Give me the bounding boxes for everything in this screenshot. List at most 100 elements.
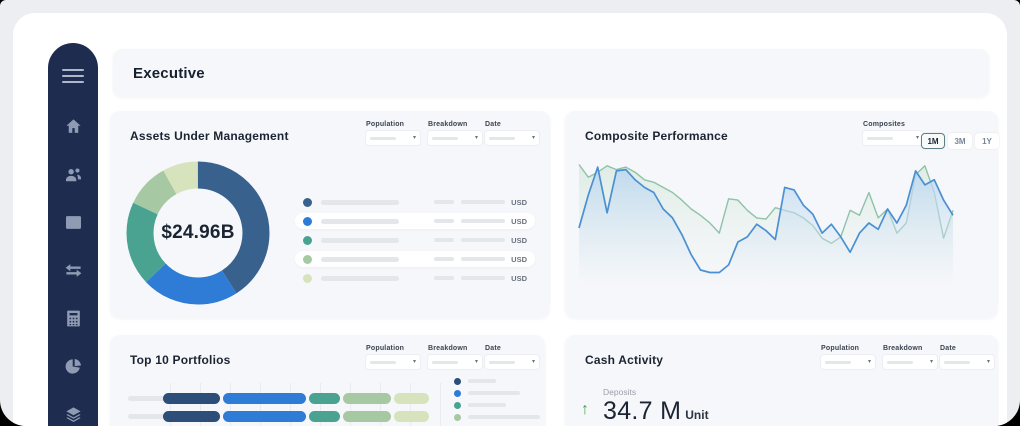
performance-chart-icon[interactable] xyxy=(63,213,83,233)
top10-bar-chart xyxy=(110,379,545,426)
breakdown-select[interactable]: ▾ xyxy=(428,131,482,145)
population-select[interactable]: ▾ xyxy=(821,355,875,369)
filter-population: Population ▾ xyxy=(821,345,875,369)
population-select[interactable]: ▾ xyxy=(366,355,420,369)
aum-legend-row[interactable]: USD xyxy=(295,270,535,286)
breakdown-select[interactable]: ▾ xyxy=(883,355,937,369)
date-select[interactable]: ▾ xyxy=(940,355,994,369)
select-placeholder xyxy=(867,136,893,140)
calculator-icon[interactable] xyxy=(63,309,83,329)
legend-value-skeleton xyxy=(434,200,454,204)
filter-breakdown: Breakdown ▾ xyxy=(883,345,937,369)
header-bar: Executive xyxy=(113,49,989,97)
holdings-layers-icon[interactable] xyxy=(63,405,83,425)
portfolio-label-skeleton xyxy=(128,396,168,401)
chevron-down-icon: ▾ xyxy=(929,359,933,365)
currency-label: USD xyxy=(511,216,527,226)
aum-legend-row[interactable]: USD xyxy=(295,251,535,267)
range-button-3m[interactable]: 3M xyxy=(948,133,972,149)
date-select[interactable]: ▾ xyxy=(485,131,539,145)
select-placeholder xyxy=(489,136,515,140)
legend-dot xyxy=(454,401,461,409)
select-placeholder xyxy=(887,360,913,364)
top10-legend-row xyxy=(454,387,540,399)
range-buttons: 1M 3M 1Y xyxy=(921,133,999,149)
gridline xyxy=(440,383,441,426)
chevron-down-icon: ▾ xyxy=(412,135,416,141)
bar-segment xyxy=(223,411,306,422)
clients-icon[interactable] xyxy=(63,165,83,185)
currency-label: USD xyxy=(511,235,527,245)
filter-population: Population ▾ xyxy=(366,345,420,369)
date-select[interactable]: ▾ xyxy=(485,355,539,369)
filter-label: Date xyxy=(940,345,956,352)
gridline xyxy=(380,383,381,426)
top10-filters: Population ▾ Breakdown ▾ Date ▾ xyxy=(366,345,541,379)
composite-blue-area xyxy=(579,167,953,289)
filter-date: Date ▾ xyxy=(485,345,539,369)
top10-legend-row xyxy=(454,411,540,423)
chevron-down-icon: ▾ xyxy=(531,359,535,365)
bar-segment xyxy=(223,393,306,404)
chevron-down-icon: ▾ xyxy=(474,135,478,141)
legend-amount-skeleton xyxy=(461,276,505,280)
legend-amount-skeleton xyxy=(461,238,505,242)
aum-legend-row[interactable]: USD xyxy=(295,213,535,229)
composite-line-chart xyxy=(578,158,956,301)
filter-label: Breakdown xyxy=(428,121,468,128)
bar-segment xyxy=(308,411,340,422)
home-icon[interactable] xyxy=(63,117,83,137)
legend-value-skeleton xyxy=(434,238,454,242)
aum-legend-row[interactable]: USD xyxy=(295,232,535,248)
composites-select[interactable]: ▾ xyxy=(863,131,923,145)
legend-label-skeleton xyxy=(468,403,506,407)
legend-dot xyxy=(303,235,312,245)
select-placeholder xyxy=(432,360,458,364)
aum-legend-row[interactable]: USD xyxy=(295,194,535,210)
app-container: Executive Assets Under Management Popula… xyxy=(13,13,1007,426)
range-button-1m[interactable]: 1M xyxy=(921,133,945,149)
aum-legend: USD USD USD USD USD xyxy=(295,194,535,289)
bar-segment xyxy=(394,411,429,422)
select-placeholder xyxy=(489,360,515,364)
legend-dot xyxy=(454,413,461,421)
bar-segment xyxy=(308,393,340,404)
deposits-value: 34.7 M xyxy=(603,397,682,425)
legend-amount-skeleton xyxy=(461,200,505,204)
legend-value-skeleton xyxy=(434,219,454,223)
legend-label-skeleton xyxy=(468,379,496,383)
chevron-down-icon: ▾ xyxy=(531,135,535,141)
filter-label: Breakdown xyxy=(428,345,468,352)
top10-card-title: Top 10 Portfolios xyxy=(130,353,231,367)
menu-icon[interactable] xyxy=(62,65,84,87)
range-button-1y[interactable]: 1Y xyxy=(975,133,999,149)
legend-dot xyxy=(303,197,312,207)
allocation-pie-icon[interactable] xyxy=(63,357,83,377)
chevron-down-icon: ▾ xyxy=(412,359,416,365)
select-placeholder xyxy=(432,136,458,140)
portfolio-label-skeleton xyxy=(128,414,168,419)
legend-label-skeleton xyxy=(468,391,520,395)
legend-amount-skeleton xyxy=(461,257,505,261)
legend-label-skeleton xyxy=(321,218,399,224)
aum-donut-chart: $24.96B xyxy=(126,161,270,305)
filter-date: Date ▾ xyxy=(940,345,994,369)
chevron-down-icon: ▾ xyxy=(867,359,871,365)
select-placeholder xyxy=(370,136,396,140)
population-select[interactable]: ▾ xyxy=(366,131,420,145)
transfers-icon[interactable] xyxy=(63,261,83,281)
legend-dot xyxy=(303,273,312,283)
top10-legend-row xyxy=(454,375,540,387)
arrow-up-icon: ↑ xyxy=(581,401,589,418)
breakdown-select[interactable]: ▾ xyxy=(428,355,482,369)
filter-breakdown: Breakdown ▾ xyxy=(428,345,482,369)
filter-label: Population xyxy=(366,121,405,128)
filter-label: Date xyxy=(485,345,501,352)
top10-legend xyxy=(454,375,540,426)
composite-card: Composite Performance Composites ▾ 1M 3M 1… xyxy=(565,111,999,318)
bar-segment xyxy=(342,411,392,422)
composites-filter: Composites ▾ xyxy=(863,121,923,145)
deposits-label: Deposits xyxy=(603,387,637,397)
currency-label: USD xyxy=(511,197,527,207)
